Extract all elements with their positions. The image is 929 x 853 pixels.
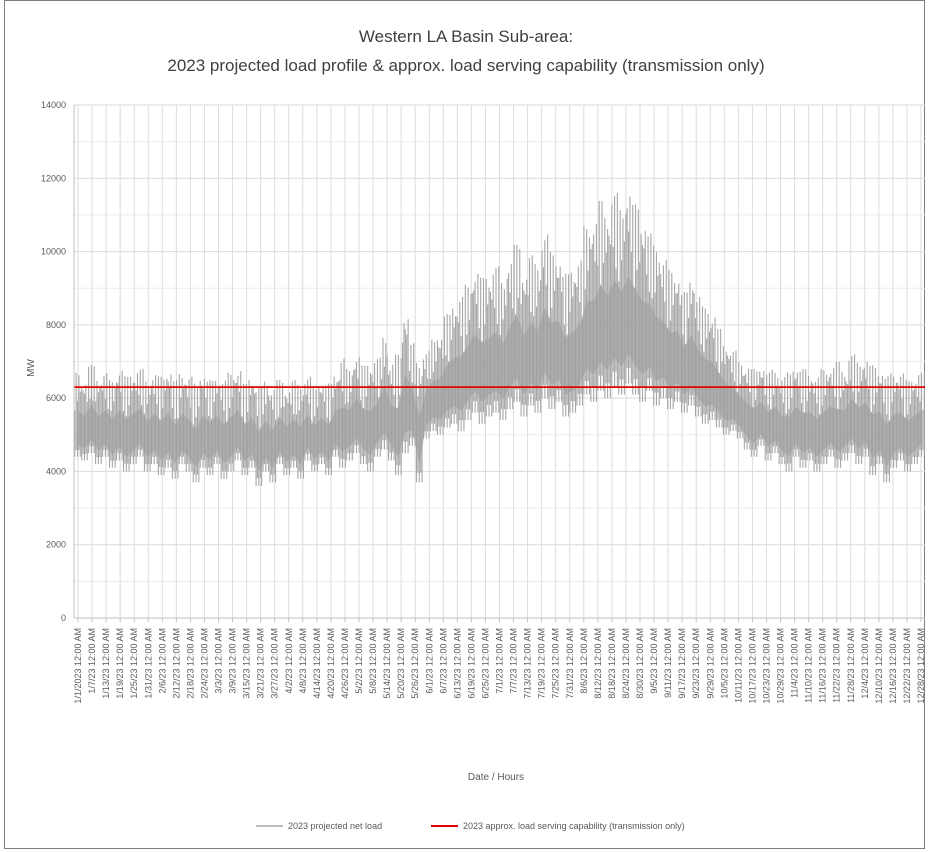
x-tick-label: 9/17/23 12:00 AM	[677, 628, 687, 699]
y-tick-label: 12000	[41, 173, 66, 183]
x-tick-label: 2/18/23 12:00 AM	[185, 628, 195, 699]
x-tick-label: 12/10/23 12:00 AM	[874, 628, 884, 704]
net-load-band	[77, 276, 922, 472]
x-tick-label: 10/17/23 12:00 AM	[747, 628, 757, 704]
x-tick-label: 11/28/23 12:00 AM	[846, 628, 856, 703]
y-tick-label: 10000	[41, 247, 66, 257]
x-tick-label: 5/2/23 12:00 AM	[354, 628, 364, 694]
legend: 2023 projected net load 2023 approx. loa…	[256, 821, 685, 831]
x-tick-label: 11/4/23 12:00 AM	[790, 628, 800, 698]
x-tick-label: 9/5/23 12:00 AM	[649, 628, 659, 694]
x-tick-label: 9/29/23 12:00 AM	[705, 628, 715, 699]
x-tick-label: 5/14/23 12:00 AM	[382, 628, 392, 699]
x-tick-label: 12/4/23 12:00 AM	[860, 628, 870, 699]
x-tick-label: 11/10/23 12:00 AM	[804, 628, 814, 703]
x-tick-label: 4/2/23 12:00 AM	[284, 628, 294, 694]
x-tick-label: 3/9/23 12:00 AM	[228, 628, 238, 694]
legend-label-net-load: 2023 projected net load	[288, 821, 382, 831]
x-tick-label: 9/23/23 12:00 AM	[691, 628, 701, 699]
x-tick-label: 7/31/23 12:00 AM	[565, 628, 575, 699]
y-tick-label: 8000	[46, 320, 66, 330]
x-tick-label: 6/13/23 12:00 AM	[452, 628, 462, 699]
y-tick-label: 14000	[41, 100, 66, 110]
x-tick-label: 9/11/23 12:00 AM	[663, 628, 673, 698]
x-tick-label: 7/13/23 12:00 AM	[523, 628, 533, 699]
x-tick-label: 5/8/23 12:00 AM	[368, 628, 378, 694]
x-tick-label: 5/26/23 12:00 AM	[410, 628, 420, 699]
x-tick-label: 12/22/23 12:00 AM	[902, 628, 912, 704]
x-axis-label: Date / Hours	[468, 772, 524, 783]
x-tick-label: 8/6/23 12:00 AM	[579, 628, 589, 694]
x-tick-label: 3/3/23 12:00 AM	[214, 628, 224, 694]
x-tick-label: 6/25/23 12:00 AM	[480, 628, 490, 699]
x-tick-label: 12/16/23 12:00 AM	[888, 628, 898, 704]
x-tick-label: 2/6/23 12:00 AM	[157, 628, 167, 694]
x-tick-labels: 1/1/2023 12:00 AM 1/7/23 12:00 AM 1/13/23 …	[73, 628, 926, 704]
x-tick-label: 6/7/23 12:00 AM	[438, 628, 448, 694]
y-axis-label: MW	[26, 359, 37, 377]
y-tick-label: 2000	[46, 540, 66, 550]
x-tick-label: 5/20/23 12:00 AM	[396, 628, 406, 699]
x-tick-label: 10/11/23 12:00 AM	[733, 628, 743, 703]
x-tick-label: 8/12/23 12:00 AM	[593, 628, 603, 699]
x-tick-label: 1/7/23 12:00 AM	[87, 628, 97, 694]
net-load-series	[74, 192, 925, 487]
x-tick-label: 4/8/23 12:00 AM	[298, 628, 308, 694]
x-tick-label: 1/25/23 12:00 AM	[129, 628, 139, 699]
y-tick-label: 6000	[46, 393, 66, 403]
x-tick-label: 4/20/23 12:00 AM	[326, 628, 336, 699]
x-tick-label: 6/19/23 12:00 AM	[466, 628, 476, 699]
x-tick-label: 12/28/23 12:00 AM	[916, 628, 926, 704]
x-tick-label: 10/23/23 12:00 AM	[761, 628, 771, 704]
x-tick-label: 2/12/23 12:00 AM	[171, 628, 181, 699]
x-tick-label: 3/27/23 12:00 AM	[270, 628, 280, 699]
x-tick-label: 11/16/23 12:00 AM	[818, 628, 828, 703]
x-tick-label: 4/26/23 12:00 AM	[340, 628, 350, 699]
x-tick-label: 10/29/23 12:00 AM	[776, 628, 786, 704]
x-tick-label: 3/15/23 12:00 AM	[242, 628, 252, 699]
x-tick-label: 1/13/23 12:00 AM	[101, 628, 111, 699]
x-tick-label: 2/24/23 12:00 AM	[199, 628, 209, 699]
x-tick-label: 7/7/23 12:00 AM	[509, 628, 519, 694]
x-tick-label: 3/21/23 12:00 AM	[256, 628, 266, 699]
x-tick-label: 1/19/23 12:00 AM	[115, 628, 125, 699]
x-tick-label: 10/5/23 12:00 AM	[719, 628, 729, 699]
x-tick-label: 11/22/23 12:00 AM	[832, 628, 842, 703]
x-tick-label: 4/14/23 12:00 AM	[312, 628, 322, 699]
x-tick-label: 6/1/23 12:00 AM	[424, 628, 434, 694]
y-tick-labels: 0 2000 4000 6000 8000 10000 12000 14000	[41, 100, 66, 623]
x-tick-label: 1/1/2023 12:00 AM	[73, 628, 83, 704]
x-tick-label: 8/18/23 12:00 AM	[607, 628, 617, 699]
x-tick-label: 8/30/23 12:00 AM	[635, 628, 645, 699]
x-tick-label: 7/1/23 12:00 AM	[495, 628, 505, 694]
x-tick-label: 8/24/23 12:00 AM	[621, 628, 631, 699]
legend-label-capability: 2023 approx. load serving capability (tr…	[463, 821, 685, 831]
chart-title: Western LA Basin Sub-area:	[359, 27, 573, 46]
y-tick-label: 0	[61, 613, 66, 623]
x-tick-label: 7/25/23 12:00 AM	[551, 628, 561, 699]
chart-subtitle: 2023 projected load profile & approx. lo…	[167, 56, 764, 75]
y-tick-label: 4000	[46, 466, 66, 476]
x-tick-label: 7/19/23 12:00 AM	[537, 628, 547, 699]
x-tick-label: 1/31/23 12:00 AM	[143, 628, 153, 699]
